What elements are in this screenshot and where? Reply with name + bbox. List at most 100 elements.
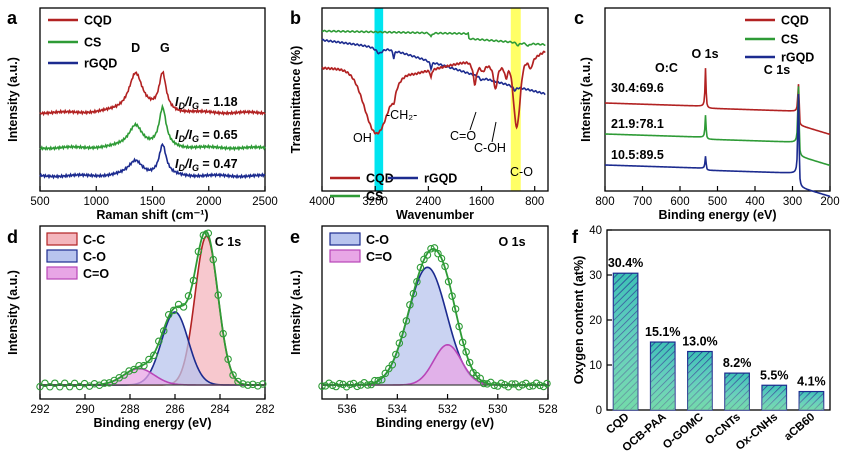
panel-e-data-point <box>378 376 386 384</box>
panel-c-cs-legend-label: CS <box>781 33 798 47</box>
panel-b-xlabel: Wavenumber <box>396 208 474 222</box>
panel-e-data-point <box>525 382 534 391</box>
panel-b-ann-co: C=O <box>450 129 476 143</box>
panel-d-legend-swatch <box>46 232 78 246</box>
panel-c-ratio-header: O:C <box>655 61 678 75</box>
panel-f-bar-shade <box>761 385 787 410</box>
panel-d-data-point <box>224 355 232 363</box>
panel-f-category-label: aCB60 <box>782 411 817 443</box>
panel-a-xtick-label: 500 <box>30 196 49 208</box>
panel-e-data-point <box>490 381 499 390</box>
panel-e-xtick-label: 530 <box>488 404 507 416</box>
panel-d-data-point <box>254 382 262 390</box>
panel-d-legend-label: C-C <box>83 233 105 247</box>
panel-a-cs-legend-label: CS <box>84 36 101 50</box>
panel-a-xtick-label: 2000 <box>196 196 222 208</box>
panel-a-series-rgqd <box>39 142 266 180</box>
panel-c-xtick-label: 400 <box>745 196 764 208</box>
panel-d-data-point <box>160 327 168 335</box>
panel-a-peak-g: G <box>160 41 170 55</box>
panel-d-data-point <box>56 383 64 391</box>
panel-f-ytick-label: 20 <box>589 315 602 327</box>
panel-c-rgqd-legend-label: rGQD <box>781 51 814 65</box>
panel-d-data-point <box>51 379 59 387</box>
panel-d-data-point <box>90 380 99 388</box>
panel-c-ratio-rgqd: 10.5:89.5 <box>611 148 664 162</box>
panel-d-frame <box>39 225 266 400</box>
panel-e-data-point <box>444 277 453 286</box>
panel-f-ytick-label: 10 <box>589 360 602 372</box>
panel-e-xtick-label: 534 <box>388 404 408 416</box>
panel-e-data-point <box>479 379 488 388</box>
panel-b-series-rgqd <box>321 38 546 96</box>
panel-f-value-label: 8.2% <box>723 356 752 370</box>
panel-d-xtick-label: 290 <box>75 404 94 416</box>
panel-b-cqd-legend-label: CQD <box>366 172 394 186</box>
panel-b-series-cqd <box>321 50 546 135</box>
panel-f-value-label: 4.1% <box>797 375 826 389</box>
panel-e-xtick-label: 528 <box>538 404 557 416</box>
panel-b-rgqd-legend-label: rGQD <box>424 172 457 186</box>
panel-a-series-cqd <box>39 70 266 117</box>
panel-d-data-point <box>169 306 178 315</box>
panel-b-highlight-co <box>510 8 521 191</box>
panel-b-xtick-label: 1600 <box>469 196 495 208</box>
panel-d-data-point <box>164 311 173 319</box>
panel-f-ytick-label: 40 <box>589 225 602 237</box>
panel-a-ratio-cqd: ID/IG = 1.18 <box>175 95 238 111</box>
panel-c-ylabel: Intensity (a.u.) <box>579 57 593 142</box>
panel-f-bar-shade <box>650 342 676 410</box>
panel-b-xtick-label: 4000 <box>309 196 335 208</box>
panel-f-category-label: O-GOMC <box>661 411 706 451</box>
panel-e-xtick-label: 532 <box>438 404 457 416</box>
panel-d-xtick-label: 286 <box>165 404 184 416</box>
panel-e-data-point <box>374 376 382 385</box>
panel-a-ratio-cs: ID/IG = 0.65 <box>175 128 238 144</box>
panel-e-data-point <box>416 263 425 272</box>
panel-e-data-point <box>441 262 449 271</box>
panel-d-legend-label: C-O <box>83 250 106 264</box>
panel-f-value-label: 5.5% <box>760 368 789 382</box>
panel-f-bar-shade <box>724 373 750 410</box>
panel-a-label: a <box>7 8 18 28</box>
panel-d-data-point <box>194 247 203 256</box>
panel-d-data-point <box>145 355 153 364</box>
panel-e-data-point <box>462 348 470 356</box>
panel-e-data-point <box>508 380 516 388</box>
panel-a-xtick-label: 2500 <box>252 196 278 208</box>
panel-d-ylabel: Intensity (a.u.) <box>6 270 20 355</box>
panel-d-xtick-label: 288 <box>120 404 139 416</box>
panel-c-xtick-label: 800 <box>595 196 614 208</box>
panel-d-data-point <box>204 229 213 238</box>
panel-e-data-point <box>406 301 414 309</box>
panel-b-cs-legend-label: CS <box>366 190 383 204</box>
panel-f-category-label: CQD <box>604 411 631 437</box>
panel-e-legend-label: C=O <box>366 250 392 264</box>
panel-d-component-fill-c-c <box>40 236 265 385</box>
panel-b-ylabel: Transmittance (%) <box>289 46 303 154</box>
panel-a-series-cs <box>39 103 266 152</box>
panel-d-xlabel: Binding energy (eV) <box>93 416 211 430</box>
panel-b-highlight-oh <box>374 8 384 191</box>
panel-d-data-point <box>209 255 218 264</box>
panel-c-cqd-legend-label: CQD <box>781 14 809 28</box>
panel-f-ylabel: Oxygen content (at%) <box>572 256 586 385</box>
panel-e-data-point <box>437 254 446 263</box>
panel-e-data-point <box>413 277 421 286</box>
panel-c-ratio-cs: 21.9:78.1 <box>611 117 664 131</box>
panel-d-data-point <box>41 379 49 388</box>
panel-f-ytick-label: 0 <box>596 405 602 417</box>
panel-e-data-point <box>353 382 361 391</box>
panel-c-label: c <box>574 8 584 28</box>
panel-f-value-label: 15.1% <box>645 325 680 339</box>
panel-c-series-rgqd <box>604 93 831 198</box>
panel-d-data-point <box>95 381 104 389</box>
panel-e-data-point <box>346 380 354 389</box>
panel-d-data-point <box>155 337 163 345</box>
panel-e-legend-swatch <box>329 232 361 246</box>
panel-e-label: e <box>290 227 300 247</box>
panel-b-arrow-coh <box>491 121 497 143</box>
panel-d-data-point <box>46 383 54 391</box>
panel-e-data-point <box>335 379 344 388</box>
panel-e-data-point <box>402 317 411 325</box>
